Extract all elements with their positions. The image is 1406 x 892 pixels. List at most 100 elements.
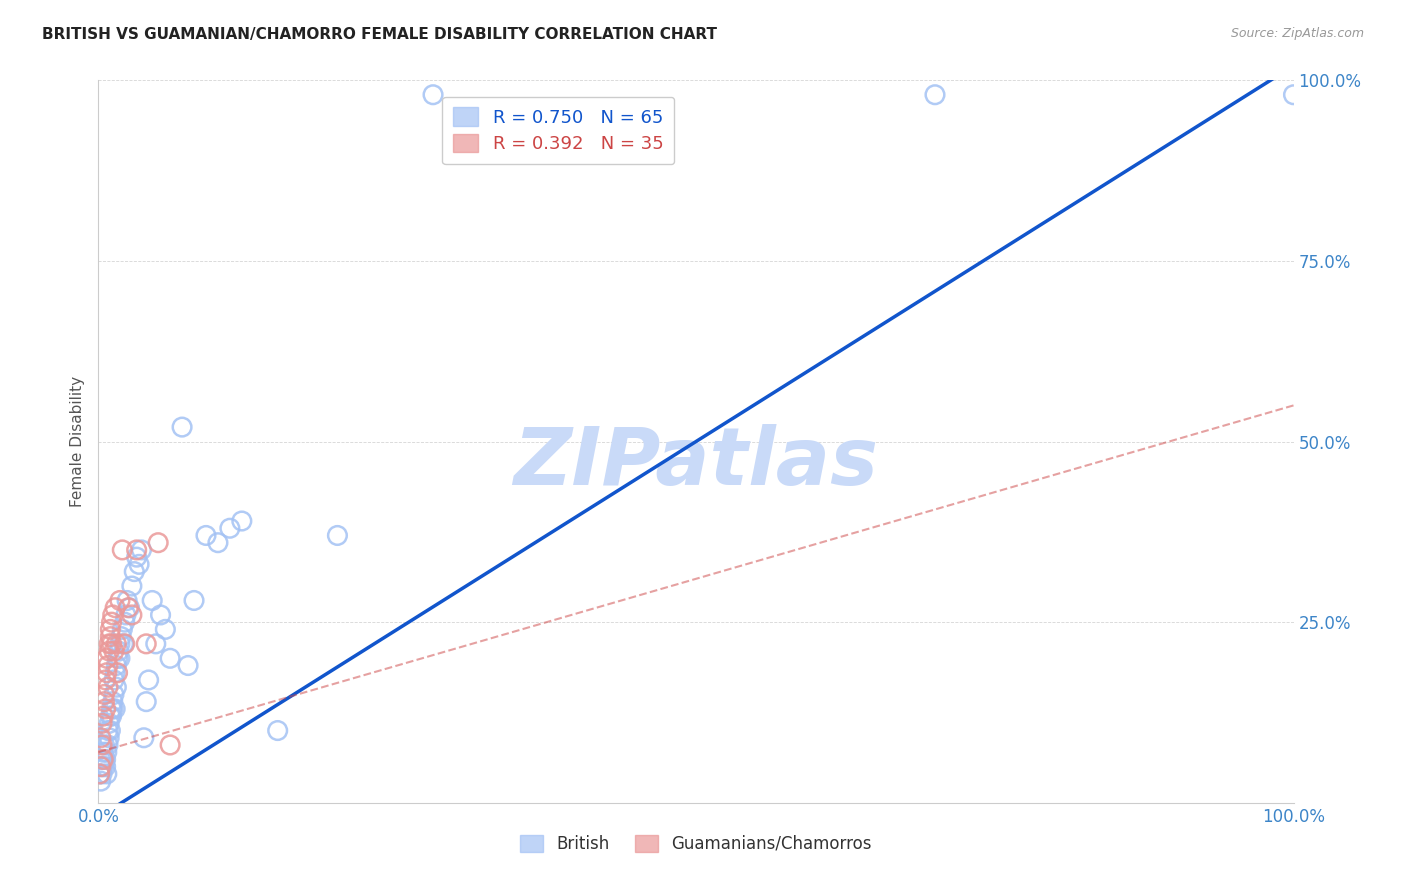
Point [89,767,111,781]
Point [100,615,122,630]
Point [141,593,163,607]
Point [89,767,111,781]
Point [121,607,143,622]
Point [98,637,121,651]
Point [231,514,253,528]
Point [91,745,114,759]
Point [145,637,167,651]
Point [98,644,121,658]
Point [90,760,112,774]
Point [96,745,118,759]
Point [422,87,444,102]
Point [94,752,117,766]
Point [207,535,229,549]
Point [100,637,122,651]
Point [101,702,124,716]
Text: ZIPatlas: ZIPatlas [513,425,879,502]
Point [93,687,115,701]
Point [101,607,124,622]
Point [93,752,115,766]
Point [326,528,349,542]
Point [91,767,114,781]
Point [115,593,138,607]
Point [93,695,115,709]
Point [107,665,129,680]
Point [93,738,115,752]
Point [1282,87,1305,102]
Point [104,600,127,615]
Point [172,420,194,434]
Point [94,673,117,687]
Point [107,651,129,665]
Point [108,637,131,651]
Point [97,658,120,673]
Point [108,593,131,607]
Point [138,673,160,687]
Point [98,716,121,731]
Point [94,702,117,716]
Point [98,723,122,738]
Text: BRITISH VS GUAMANIAN/CHAMORRO FEMALE DISABILITY CORRELATION CHART: BRITISH VS GUAMANIAN/CHAMORRO FEMALE DIS… [42,27,717,42]
Point [91,716,114,731]
Point [118,600,141,615]
Point [124,565,146,579]
Point [96,767,118,781]
Point [100,709,122,723]
Point [96,651,118,665]
Point [104,702,127,716]
Point [115,607,138,622]
Point [114,637,136,651]
Point [90,752,112,766]
Point [149,607,172,622]
Point [91,738,114,752]
Point [125,550,148,565]
Point [148,535,170,549]
Point [98,709,122,723]
Point [103,673,125,687]
Point [101,695,124,709]
Point [117,600,139,615]
Point [97,680,120,694]
Point [103,644,125,658]
Point [132,731,155,745]
Point [131,542,153,557]
Point [98,623,122,637]
Point [105,658,128,673]
Point [98,630,122,644]
Point [90,774,112,789]
Point [195,528,218,542]
Point [97,723,120,738]
Point [177,658,200,673]
Point [183,593,205,607]
Point [105,637,128,651]
Point [91,709,114,723]
Point [107,644,129,658]
Point [94,760,117,774]
Point [121,579,143,593]
Point [90,731,112,745]
Point [91,760,114,774]
Point [91,752,114,766]
Point [114,615,136,630]
Legend: British, Guamanians/Chamorros: British, Guamanians/Chamorros [513,828,879,860]
Point [100,702,122,716]
Point [924,87,946,102]
Point [98,731,121,745]
Point [155,623,177,637]
Point [159,651,181,665]
Point [128,558,150,572]
Point [105,680,128,694]
Point [96,665,118,680]
Text: Source: ZipAtlas.com: Source: ZipAtlas.com [1230,27,1364,40]
Point [97,738,120,752]
Point [135,695,157,709]
Point [104,665,127,680]
Point [125,542,148,557]
Point [103,687,125,701]
Point [111,542,134,557]
Point [267,723,290,738]
Point [110,630,132,644]
Point [135,637,157,651]
Point [112,637,135,651]
Point [111,623,134,637]
